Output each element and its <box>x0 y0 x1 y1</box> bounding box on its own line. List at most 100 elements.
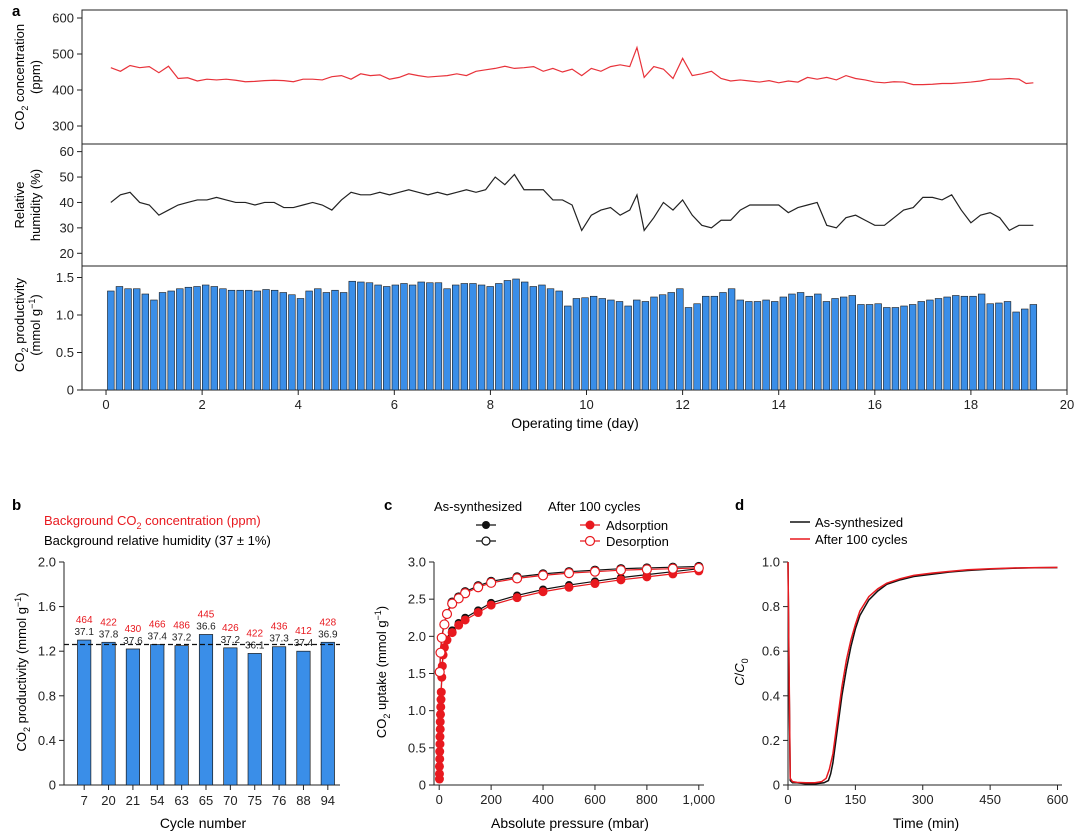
productivity-bar <box>779 296 787 391</box>
productivity-bar <box>658 294 667 391</box>
panel-b-xlabel: Cycle number <box>160 815 247 831</box>
panel-a-co2-frame <box>81 9 1068 145</box>
productivity-bar <box>805 295 813 391</box>
productivity-bar <box>322 292 331 391</box>
panel-d-x-tick-label: 450 <box>979 792 1001 807</box>
productivity-bar <box>615 301 624 391</box>
productivity-bar <box>495 283 503 391</box>
productivity-bar <box>857 304 865 391</box>
productivity-bar <box>641 301 650 391</box>
a-rh-y-tick-label: 60 <box>60 144 74 159</box>
panel-a-rh-y-axis: 20 30 40 50 60 <box>60 144 82 261</box>
productivity-bar <box>460 283 468 391</box>
adsorption-point <box>616 575 626 585</box>
productivity-bar <box>426 282 434 391</box>
bar-ppm-label: 466 <box>149 620 166 631</box>
productivity-bar <box>952 295 960 391</box>
adsorption-point <box>434 769 444 779</box>
panel-d-axes: 0 0.2 0.4 0.6 0.8 1.0 0 150 300 450 600 <box>762 555 1068 808</box>
adsorption-point <box>435 709 445 719</box>
productivity-bar <box>391 284 400 391</box>
productivity-bar <box>891 307 900 391</box>
adsorption-point <box>435 747 445 757</box>
productivity-bar <box>900 305 908 391</box>
a-co2-y-tick-label: 300 <box>52 119 74 134</box>
panel-a-co2-ylabel-unit: (ppm) <box>28 60 43 94</box>
panel-a-rh-frame <box>81 143 1068 267</box>
panel-c-x-tick-label: 200 <box>480 792 502 807</box>
panel-b-x-tick-label: 75 <box>247 793 261 808</box>
adsorption-point <box>590 579 600 589</box>
panel-c-legend-head-1: As-synthesized <box>434 499 522 514</box>
productivity-bar <box>745 301 753 391</box>
productivity-bar <box>719 292 727 391</box>
productivity-bar <box>443 288 451 391</box>
desorption-point <box>439 619 450 630</box>
panel-a-productivity-bars <box>107 278 1038 391</box>
productivity-bar <box>374 284 382 391</box>
desorption-point <box>537 570 549 581</box>
cycle-bar <box>77 639 92 786</box>
productivity-bar <box>796 292 805 391</box>
productivity-bar <box>124 288 132 391</box>
legend-red-desorption-marker <box>584 535 596 547</box>
productivity-bar <box>253 290 262 391</box>
productivity-bar <box>564 305 572 391</box>
desorption-point <box>563 568 575 579</box>
a-prod-x-tick-label: 20 <box>1060 397 1074 412</box>
legend-black-desorption-marker <box>481 536 491 546</box>
panel-b-x-tick-label: 94 <box>321 793 335 808</box>
panel-a-label: a <box>12 3 21 20</box>
panel-c-x-tick-label: 600 <box>584 792 606 807</box>
cycle-bar <box>320 641 335 786</box>
productivity-bar <box>107 290 115 391</box>
adsorption-point <box>564 582 574 592</box>
co2-concentration-line <box>110 45 1034 86</box>
panel-d-xlabel: Time (min) <box>893 815 959 831</box>
productivity-bar <box>305 290 313 391</box>
panel-c-x-tick-label: 1,000 <box>683 792 716 807</box>
productivity-bar <box>469 283 477 391</box>
bar-humidity-label: 37.3 <box>269 634 289 645</box>
productivity-bar <box>503 280 512 391</box>
panel-d-y-tick-label: 1.0 <box>762 555 780 570</box>
panel-d-y-tick-label: 0.8 <box>762 599 780 614</box>
adsorption-point <box>512 593 522 603</box>
productivity-bar <box>383 286 391 391</box>
productivity-bar <box>926 299 934 391</box>
a-prod-x-tick-label: 4 <box>295 397 302 412</box>
cycle-bar <box>125 648 140 786</box>
adsorption-point <box>435 739 445 749</box>
panel-b-ylabel: CO2 productivity (mmol g−1) <box>13 592 32 751</box>
productivity-bar <box>133 288 141 391</box>
desorption-point <box>667 563 678 574</box>
bar-humidity-label: 37.4 <box>294 638 314 649</box>
productivity-bar <box>176 288 184 391</box>
panel-c-y-tick-label: 1.0 <box>408 703 426 718</box>
a-rh-y-tick-label: 50 <box>60 170 74 185</box>
panel-d-x-tick-label: 600 <box>1047 792 1069 807</box>
productivity-bar <box>943 296 951 391</box>
panel-b-label: b <box>12 497 21 514</box>
bar-humidity-label: 36.6 <box>196 621 216 632</box>
productivity-bar <box>676 288 684 391</box>
legend-black-adsorption-marker <box>482 521 490 529</box>
desorption-point <box>641 564 652 575</box>
adsorption-point <box>436 702 446 712</box>
productivity-bar <box>314 288 322 391</box>
panel-a-rh-ylabel-line1: Relative <box>12 182 27 229</box>
panel-c: c As-synthesized After 100 cycles Adsorp… <box>373 497 715 831</box>
productivity-bar <box>1003 301 1012 391</box>
breakthrough-after-100-cycles-curve <box>787 561 1058 784</box>
bar-ppm-label: 422 <box>246 628 263 639</box>
productivity-bar <box>262 289 270 391</box>
productivity-bar <box>822 301 831 391</box>
panel-a-co2-ylabel: CO2 concentration <box>12 24 30 130</box>
bar-ppm-label: 464 <box>76 615 93 626</box>
productivity-bar <box>589 295 598 391</box>
desorption-point <box>693 562 704 574</box>
productivity-bar <box>917 301 925 391</box>
panel-b-legend-black: Background relative humidity (37 ± 1%) <box>44 533 271 548</box>
